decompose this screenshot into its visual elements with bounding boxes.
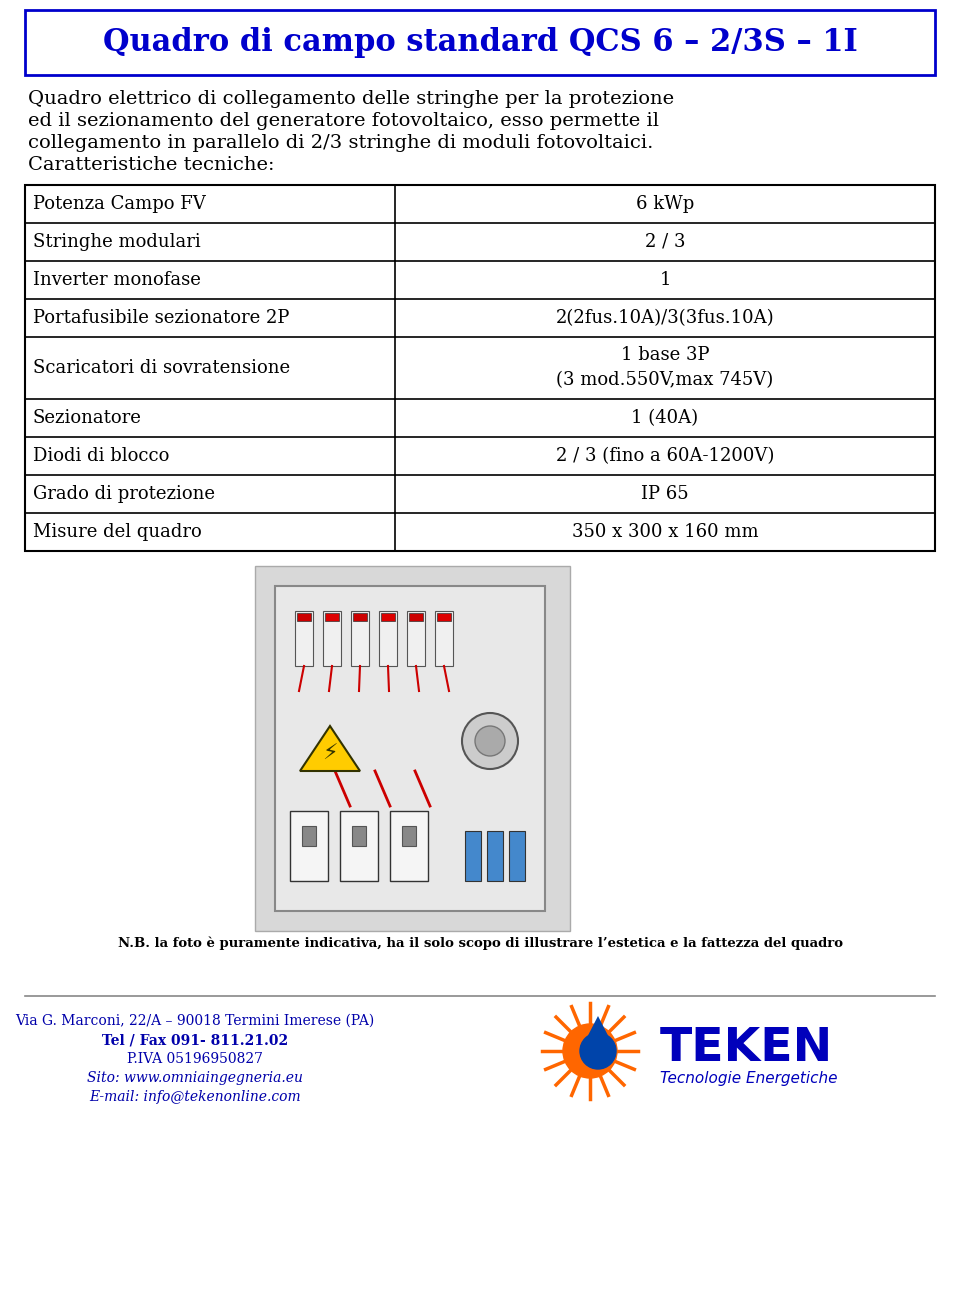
Bar [437,612,451,621]
Bar [255,566,570,932]
Bar [390,811,428,881]
Bar [302,826,316,846]
Text: 1: 1 [660,271,671,289]
Text: Sezionatore: Sezionatore [33,410,142,426]
Bar [381,612,395,621]
Bar [290,811,328,881]
Polygon shape [300,726,360,771]
Polygon shape [580,1016,616,1050]
Text: Portafusibile sezionatore 2P: Portafusibile sezionatore 2P [33,309,289,327]
Bar [352,826,366,846]
Text: 350 x 300 x 160 mm: 350 x 300 x 160 mm [572,523,758,541]
Text: collegamento in parallelo di 2/3 stringhe di moduli fotovoltaici.: collegamento in parallelo di 2/3 stringh… [28,134,654,152]
Bar [353,612,367,621]
Bar [407,611,425,665]
Text: Sito: www.omniaingegneria.eu: Sito: www.omniaingegneria.eu [87,1071,303,1085]
Bar [275,587,545,911]
Text: Scaricatori di sovratensione: Scaricatori di sovratensione [33,359,290,377]
Bar [295,611,313,665]
Bar [325,612,339,621]
Text: IP 65: IP 65 [641,484,689,503]
Text: Stringhe modulari: Stringhe modulari [33,233,201,251]
Text: Misure del quadro: Misure del quadro [33,523,202,541]
Circle shape [563,1025,617,1078]
Text: ed il sezionamento del generatore fotovoltaico, esso permette il: ed il sezionamento del generatore fotovo… [28,112,659,130]
Text: Caratteristiche tecniche:: Caratteristiche tecniche: [28,156,275,174]
Text: N.B. la foto è puramente indicativa, ha il solo scopo di illustrare l’estetica e: N.B. la foto è puramente indicativa, ha … [117,935,843,950]
Text: Diodi di blocco: Diodi di blocco [33,447,169,465]
Text: Grado di protezione: Grado di protezione [33,484,215,503]
Bar [409,612,423,621]
Text: 2 / 3 (fino a 60A-1200V): 2 / 3 (fino a 60A-1200V) [556,447,774,465]
Text: Tecnologie Energetiche: Tecnologie Energetiche [660,1071,837,1087]
Text: 6 kWp: 6 kWp [636,195,694,213]
Text: Potenza Campo FV: Potenza Campo FV [33,195,205,213]
Bar [351,611,369,665]
Bar [25,185,935,550]
Circle shape [462,713,518,769]
Text: Quadro elettrico di collegamento delle stringhe per la protezione: Quadro elettrico di collegamento delle s… [28,90,674,109]
Circle shape [475,726,505,756]
Text: Via G. Marconi, 22/A – 90018 Termini Imerese (PA): Via G. Marconi, 22/A – 90018 Termini Ime… [15,1014,374,1028]
Bar [25,10,935,75]
Circle shape [580,1034,616,1068]
Bar [323,611,341,665]
Text: Inverter monofase: Inverter monofase [33,271,201,289]
Text: E-mail: info@tekenonline.com: E-mail: info@tekenonline.com [89,1090,300,1103]
Bar [435,611,453,665]
Text: 1 (40A): 1 (40A) [632,410,699,426]
Text: 2(2fus.10A)/3(3fus.10A): 2(2fus.10A)/3(3fus.10A) [556,309,775,327]
Text: Tel / Fax 091- 811.21.02: Tel / Fax 091- 811.21.02 [102,1034,288,1047]
Text: TEKEN: TEKEN [660,1026,833,1071]
Bar [402,826,416,846]
Text: P.IVA 05196950827: P.IVA 05196950827 [127,1052,263,1066]
Text: 1 base 3P
(3 mod.550V,max 745V): 1 base 3P (3 mod.550V,max 745V) [557,346,774,389]
Text: Quadro di campo standard QCS 6 – 2/3S – 1I: Quadro di campo standard QCS 6 – 2/3S – … [103,27,857,58]
Bar [487,831,503,881]
Text: ⚡: ⚡ [323,744,338,764]
Bar [465,831,481,881]
Text: 2 / 3: 2 / 3 [645,233,685,251]
Bar [379,611,397,665]
Bar [340,811,378,881]
Bar [297,612,311,621]
Bar [509,831,525,881]
